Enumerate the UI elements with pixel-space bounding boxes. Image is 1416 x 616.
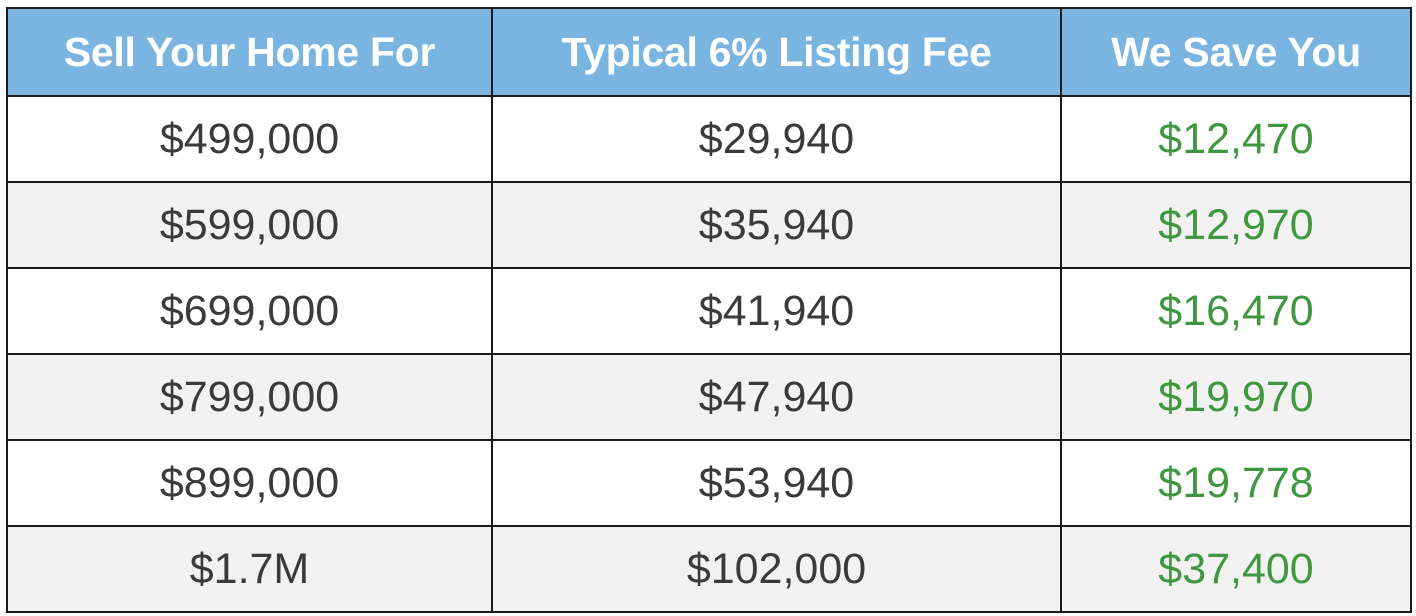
savings-cell: $19,970 (1060, 353, 1412, 441)
header-row: Sell Your Home For Typical 6% Listing Fe… (6, 7, 1412, 97)
header-listing-fee: Typical 6% Listing Fee (491, 7, 1062, 97)
savings-cell: $12,970 (1060, 181, 1412, 269)
savings-cell: $19,778 (1060, 439, 1412, 527)
listing-fee-cell: $53,940 (491, 439, 1062, 527)
table-row: $599,000 $35,940 $12,970 (6, 181, 1412, 269)
table-row: $499,000 $29,940 $12,470 (6, 95, 1412, 183)
table-header: Sell Your Home For Typical 6% Listing Fe… (6, 7, 1412, 97)
table-row: $899,000 $53,940 $19,778 (6, 439, 1412, 527)
listing-fee-cell: $41,940 (491, 267, 1062, 355)
table-row: $699,000 $41,940 $16,470 (6, 267, 1412, 355)
savings-cell: $16,470 (1060, 267, 1412, 355)
sell-price-cell: $899,000 (6, 439, 493, 527)
sell-price-cell: $1.7M (6, 525, 493, 613)
header-sell-price: Sell Your Home For (6, 7, 493, 97)
listing-fee-cell: $35,940 (491, 181, 1062, 269)
listing-fee-cell: $29,940 (491, 95, 1062, 183)
table-row: $799,000 $47,940 $19,970 (6, 353, 1412, 441)
sell-price-cell: $799,000 (6, 353, 493, 441)
listing-fee-cell: $47,940 (491, 353, 1062, 441)
sell-price-cell: $499,000 (6, 95, 493, 183)
sell-price-cell: $599,000 (6, 181, 493, 269)
table-row: $1.7M $102,000 $37,400 (6, 525, 1412, 613)
header-savings: We Save You (1060, 7, 1412, 97)
savings-cell: $37,400 (1060, 525, 1412, 613)
savings-comparison-table: Sell Your Home For Typical 6% Listing Fe… (6, 7, 1412, 613)
table-body: $499,000 $29,940 $12,470 $599,000 $35,94… (6, 95, 1412, 613)
savings-cell: $12,470 (1060, 95, 1412, 183)
listing-fee-cell: $102,000 (491, 525, 1062, 613)
sell-price-cell: $699,000 (6, 267, 493, 355)
